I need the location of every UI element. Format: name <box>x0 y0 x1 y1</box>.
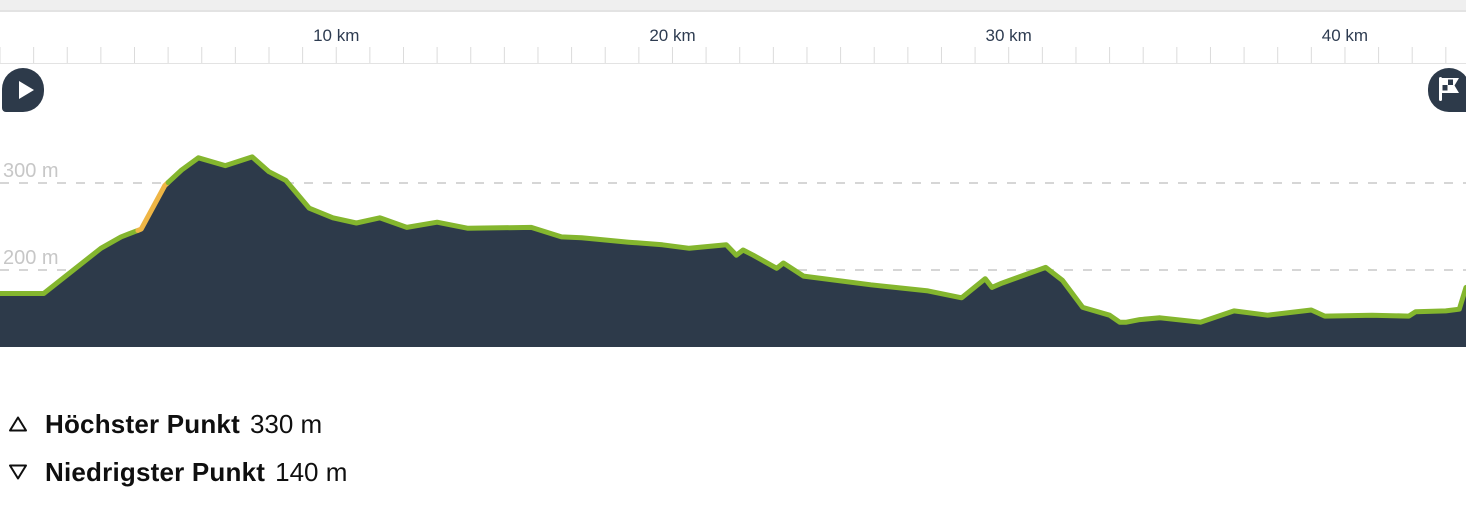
axis-label-40km: 40 km <box>1321 26 1369 45</box>
elevation-line-segment <box>0 227 141 296</box>
lowest-point-label: Niedrigster Punkt <box>45 456 266 487</box>
triangle-down-icon <box>9 464 27 480</box>
highest-point-label: Höchster Punkt <box>45 408 240 439</box>
stats-section: Höchster Punkt 330 m Niedrigster Punkt 1… <box>8 409 347 487</box>
top-divider-strip <box>0 0 1466 12</box>
grid-label-300m: 300 m <box>3 160 59 182</box>
axis-label-20km: 20 km <box>649 26 696 45</box>
lowest-point-row: Niedrigster Punkt 140 m <box>8 457 347 487</box>
triangle-up-icon <box>9 416 27 432</box>
start-marker <box>2 68 44 112</box>
lowest-point-value: 140 m <box>275 456 348 487</box>
distance-axis <box>0 47 1466 64</box>
elevation-line-segment <box>165 154 1466 325</box>
axis-label-10km: 10 km <box>313 26 360 45</box>
checkered-flag-icon <box>1439 77 1459 101</box>
play-icon <box>18 81 34 99</box>
highest-point-value: 330 m <box>249 408 323 439</box>
axis-label-30km: 30 km <box>985 26 1032 45</box>
finish-marker <box>1428 68 1466 112</box>
highest-point-row: Höchster Punkt 330 m <box>8 409 347 439</box>
grid-label-200m: 200 m <box>3 247 59 269</box>
elevation-chart[interactable] <box>0 64 1466 347</box>
